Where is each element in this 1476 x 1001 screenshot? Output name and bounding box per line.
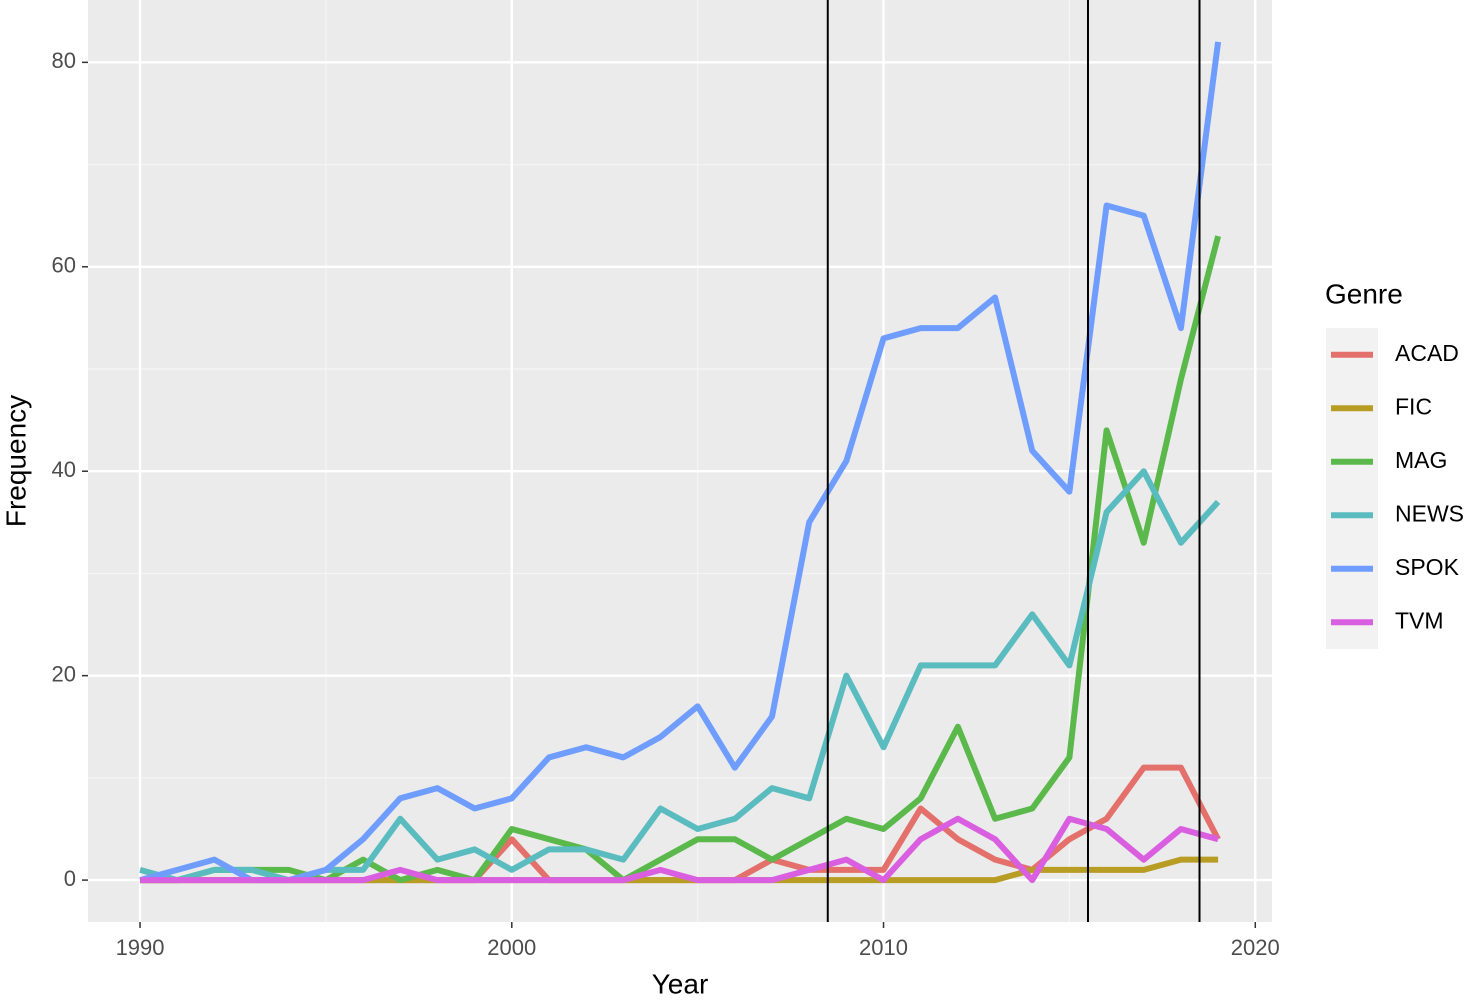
series-line — [139, 41, 1222, 884]
legend-title: Genre — [1325, 278, 1403, 309]
legend-label: MAG — [1395, 447, 1447, 473]
x-tick-label: 1990 — [116, 935, 165, 960]
y-tick-label: 40 — [52, 457, 76, 482]
x-tick-label: 2010 — [859, 935, 908, 960]
series-line — [140, 815, 1219, 884]
legend-key-background — [1326, 328, 1378, 649]
y-axis-label: Frequency — [0, 395, 31, 527]
x-tick-label: 2000 — [487, 935, 536, 960]
y-tick-label: 20 — [52, 661, 76, 686]
legend-label: ACAD — [1395, 340, 1459, 366]
y-tick-label: 0 — [64, 866, 76, 891]
plot-panel — [88, 0, 1272, 922]
legend-label: FIC — [1395, 393, 1432, 419]
y-tick-label: 60 — [52, 253, 76, 278]
legend-label: SPOK — [1395, 554, 1460, 580]
x-tick-label: 2020 — [1231, 935, 1280, 960]
x-axis-label: Year — [652, 968, 709, 999]
y-tick-label: 80 — [52, 48, 76, 73]
legend-label: NEWS — [1395, 500, 1464, 526]
legend-label: TVM — [1395, 607, 1444, 633]
